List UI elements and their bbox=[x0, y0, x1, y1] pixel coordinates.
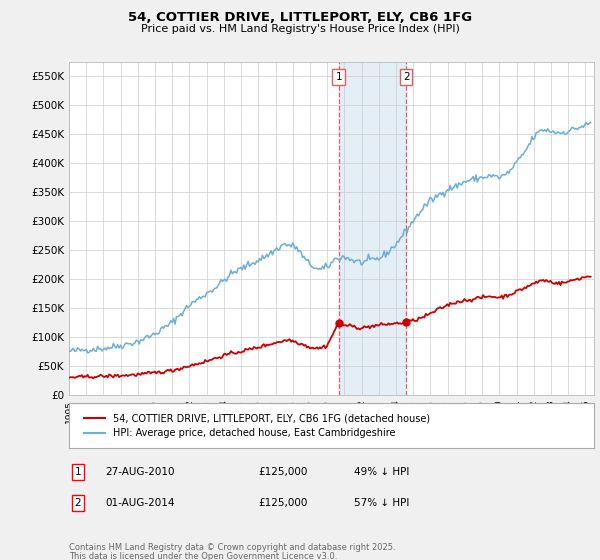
Text: Price paid vs. HM Land Registry's House Price Index (HPI): Price paid vs. HM Land Registry's House … bbox=[140, 24, 460, 34]
Text: 27-AUG-2010: 27-AUG-2010 bbox=[105, 467, 175, 477]
Text: 1: 1 bbox=[335, 72, 342, 82]
Text: 2: 2 bbox=[74, 498, 82, 507]
Text: 2: 2 bbox=[403, 72, 409, 82]
Text: 01-AUG-2014: 01-AUG-2014 bbox=[105, 498, 175, 507]
Text: 1: 1 bbox=[74, 467, 82, 477]
Text: 57% ↓ HPI: 57% ↓ HPI bbox=[354, 498, 409, 507]
Text: 54, COTTIER DRIVE, LITTLEPORT, ELY, CB6 1FG: 54, COTTIER DRIVE, LITTLEPORT, ELY, CB6 … bbox=[128, 11, 472, 24]
Text: 49% ↓ HPI: 49% ↓ HPI bbox=[354, 467, 409, 477]
Bar bbox=[338, 62, 406, 395]
Text: Contains HM Land Registry data © Crown copyright and database right 2025.: Contains HM Land Registry data © Crown c… bbox=[69, 543, 395, 552]
Legend: 54, COTTIER DRIVE, LITTLEPORT, ELY, CB6 1FG (detached house), HPI: Average price: 54, COTTIER DRIVE, LITTLEPORT, ELY, CB6 … bbox=[79, 408, 435, 443]
Text: £125,000: £125,000 bbox=[258, 467, 307, 477]
Text: This data is licensed under the Open Government Licence v3.0.: This data is licensed under the Open Gov… bbox=[69, 552, 337, 560]
Text: £125,000: £125,000 bbox=[258, 498, 307, 507]
